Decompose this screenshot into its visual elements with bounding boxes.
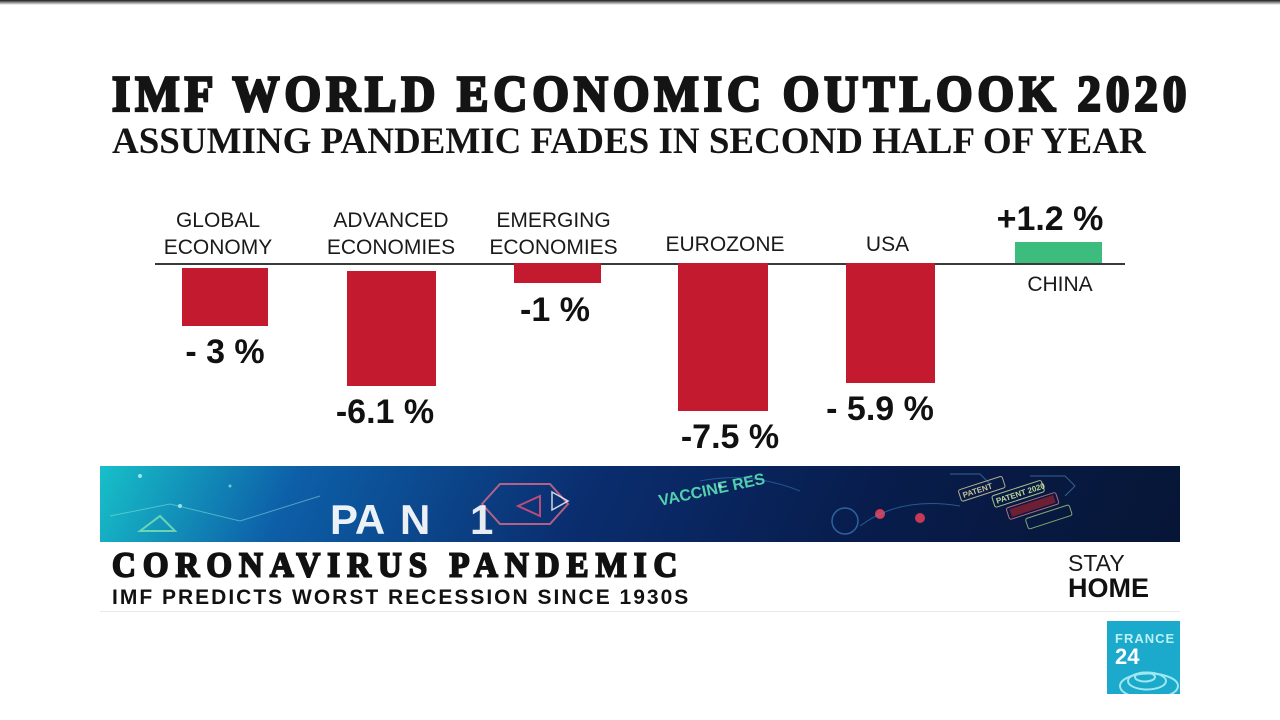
- svg-text:VACCINE RES: VACCINE RES: [657, 471, 767, 510]
- svg-text:PA: PA: [330, 496, 385, 542]
- svg-text:N: N: [400, 496, 430, 542]
- svg-text:1: 1: [470, 496, 493, 542]
